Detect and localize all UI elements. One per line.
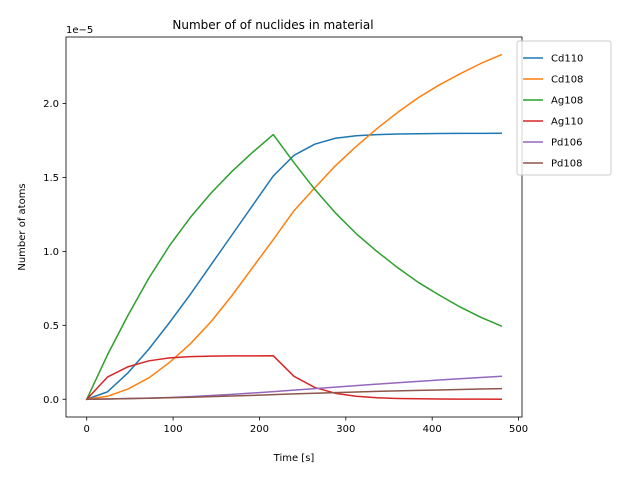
y-tick-label: 1.5 <box>43 173 59 184</box>
legend-label-cd108: Cd108 <box>551 75 583 86</box>
legend-label-cd110: Cd110 <box>551 54 583 65</box>
series-line-cd108 <box>85 53 503 401</box>
y-tick-label: 1.0 <box>43 247 59 258</box>
series-line-cd110 <box>85 132 503 401</box>
y-tick-label: 0.5 <box>43 321 59 332</box>
legend-label-ag110: Ag110 <box>551 117 583 128</box>
legend-entries: Cd110 Cd108 Ag108 Ag110 Pd106 Pd108 <box>523 54 583 170</box>
y-tick-label: 0.0 <box>43 395 59 406</box>
chart-title: Number of of nuclides in material <box>172 18 373 32</box>
x-tick-label: 500 <box>509 424 528 435</box>
x-axis-label: Time [s] <box>273 453 315 464</box>
legend: Cd110 Cd108 Ag108 Ag110 Pd106 Pd108 <box>516 40 612 176</box>
x-tick-label: 300 <box>336 424 355 435</box>
x-tick-label: 200 <box>250 424 269 435</box>
legend-label-ag108: Ag108 <box>551 96 583 107</box>
x-axis-ticks: 0 100 200 300 400 500 <box>84 417 528 435</box>
plot-frame <box>65 36 523 418</box>
y-axis-ticks: 0.0 0.5 1.0 1.5 2.0 <box>43 99 66 406</box>
series-line-pd108 <box>85 387 503 401</box>
plot-lines <box>85 53 503 401</box>
x-tick-label: 100 <box>164 424 183 435</box>
y-axis-label: Number of atoms <box>17 183 28 270</box>
y-offset-label: 1e−5 <box>66 25 93 36</box>
y-tick-label: 2.0 <box>43 99 59 110</box>
x-tick-label: 400 <box>423 424 442 435</box>
x-tick-label: 0 <box>84 424 90 435</box>
legend-label-pd106: Pd106 <box>551 138 582 149</box>
series-line-ag110 <box>85 355 503 401</box>
legend-label-pd108: Pd108 <box>551 159 582 170</box>
series-line-ag108 <box>85 133 503 401</box>
